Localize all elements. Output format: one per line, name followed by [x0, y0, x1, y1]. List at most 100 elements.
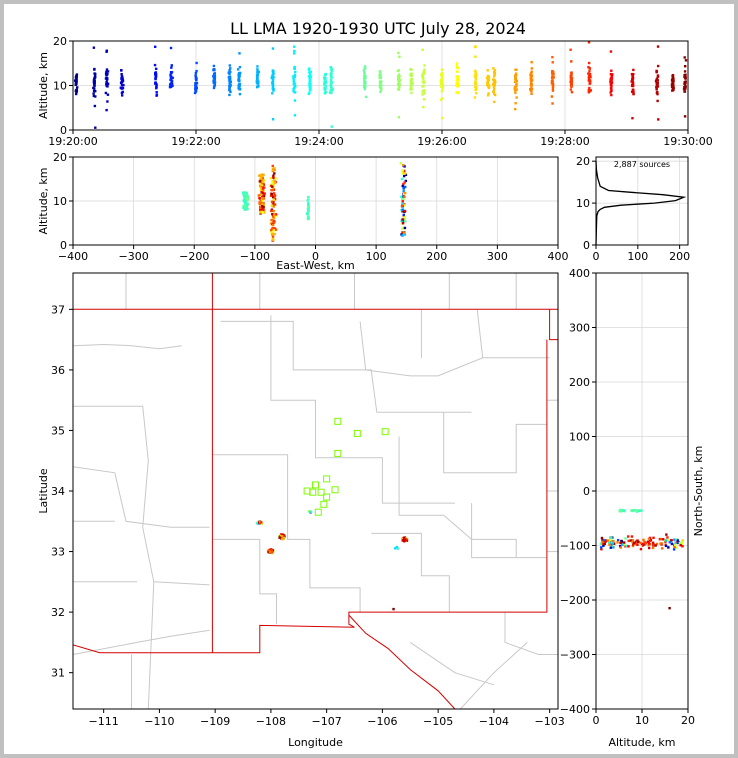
- county-border: [359, 321, 550, 377]
- lightning-source-point: [269, 222, 273, 225]
- lightning-source-point: [632, 543, 635, 546]
- lightning-source-point: [195, 85, 198, 88]
- lightning-source-point: [551, 82, 555, 85]
- x-tick-label: 0: [593, 714, 600, 727]
- lightning-source-point: [624, 537, 627, 540]
- lightning-source-point: [404, 185, 407, 189]
- lightning-source-point: [601, 538, 604, 541]
- lightning-source-point: [261, 179, 264, 182]
- lightning-source-point: [474, 69, 477, 73]
- lightning-source-point: [245, 195, 248, 198]
- lightning-source-point: [402, 204, 406, 207]
- lightning-source-point: [655, 85, 658, 89]
- lightning-source-point: [588, 74, 591, 78]
- lightning-source-point: [410, 85, 413, 89]
- lightning-source-point: [309, 70, 312, 73]
- lightning-source-point: [364, 75, 367, 78]
- lightning-source-point: [403, 226, 407, 230]
- lightning-source-point: [530, 78, 534, 82]
- lightning-source-point: [629, 539, 632, 542]
- y-tick-label: 20: [576, 155, 590, 168]
- lightning-source-point: [551, 84, 555, 87]
- lightning-source-point: [195, 77, 198, 80]
- lightning-source-point: [92, 46, 96, 49]
- lightning-source-point: [651, 541, 655, 544]
- lightning-source-point: [308, 77, 312, 81]
- x-tick-label: −106: [367, 715, 397, 728]
- lightning-source-point: [213, 77, 217, 81]
- county-border: [398, 436, 517, 558]
- lightning-source-point: [551, 55, 554, 59]
- lightning-source-point: [552, 76, 555, 79]
- lightning-source-point: [121, 86, 124, 90]
- lightning-source-point: [683, 115, 687, 118]
- lightning-source-point: [364, 85, 367, 88]
- lightning-source-point: [409, 68, 412, 71]
- lightning-source-point: [259, 189, 263, 192]
- x-tick-label: 19:22:00: [171, 135, 220, 148]
- lightning-source-point: [530, 83, 534, 86]
- lightning-source-point: [456, 91, 460, 95]
- lightning-source-point: [676, 539, 680, 542]
- lightning-source-point: [493, 69, 497, 72]
- x-tick-label: −105: [423, 715, 453, 728]
- lightning-source-point: [439, 98, 443, 101]
- data-points: [73, 41, 688, 129]
- lightning-source-point: [656, 79, 660, 82]
- lightning-source-point: [681, 539, 684, 542]
- lightning-source-point: [259, 206, 262, 210]
- lightning-source-point: [154, 82, 157, 85]
- lightning-source-point: [683, 75, 686, 79]
- lightning-source-point: [307, 195, 310, 199]
- axes-frame: [72, 272, 559, 710]
- lightning-source-point: [261, 211, 265, 214]
- lightning-source-point: [403, 216, 407, 219]
- lightning-source-point: [663, 539, 667, 542]
- lightning-source-point: [681, 540, 684, 543]
- x-tick-label: 300: [487, 250, 508, 263]
- time-altitude-panel: 19:20:00 19:22:00 19:24:00 19:26:00 19:28:00…: [37, 35, 713, 148]
- lightning-source-point: [608, 543, 611, 546]
- lightning-source-point: [643, 543, 646, 546]
- lightning-source-point: [487, 83, 491, 87]
- lightning-source-point: [262, 178, 265, 182]
- lightning-source-point: [671, 77, 674, 81]
- lightning-source-point: [169, 70, 173, 74]
- lightning-source-point: [440, 71, 444, 75]
- lightning-source-point: [651, 544, 655, 547]
- y-tick-label: 20: [53, 151, 67, 164]
- lightning-source-point: [245, 197, 249, 201]
- lightning-source-point: [324, 90, 327, 94]
- lightning-source-point: [237, 84, 240, 88]
- lightning-source-point: [422, 80, 425, 83]
- lightning-source-point: [194, 75, 198, 78]
- lightning-source-point: [75, 86, 79, 89]
- lightning-source-point: [486, 82, 490, 86]
- lightning-source-point: [170, 81, 173, 84]
- lightning-source-point: [257, 81, 260, 85]
- x-tick-label: 19:20:00: [48, 135, 97, 148]
- lightning-source-point: [194, 83, 197, 87]
- lightning-source-point: [637, 540, 640, 543]
- county-border: [212, 538, 277, 625]
- lightning-source-point: [606, 539, 610, 542]
- lightning-source-point: [92, 94, 96, 98]
- lightning-source-point: [587, 91, 591, 94]
- lightning-source-point: [656, 64, 660, 68]
- lightning-source-point: [570, 77, 573, 81]
- lightning-source-point: [293, 52, 296, 55]
- lightning-source-point: [229, 80, 233, 83]
- x-tick-label: 0: [312, 250, 319, 263]
- lightning-source-point: [602, 544, 605, 547]
- lightning-source-point: [329, 78, 333, 82]
- lightning-source-point: [530, 70, 533, 73]
- lightning-source-point: [619, 545, 622, 548]
- lightning-source-point: [403, 539, 407, 542]
- lightning-source-point: [654, 544, 657, 547]
- lightning-source-point: [423, 64, 426, 67]
- lightning-source-point: [409, 74, 413, 77]
- lightning-source-point: [655, 88, 658, 91]
- lightning-source-point: [245, 204, 248, 207]
- x-tick-label: −109: [200, 715, 230, 728]
- lightning-source-point: [154, 71, 158, 74]
